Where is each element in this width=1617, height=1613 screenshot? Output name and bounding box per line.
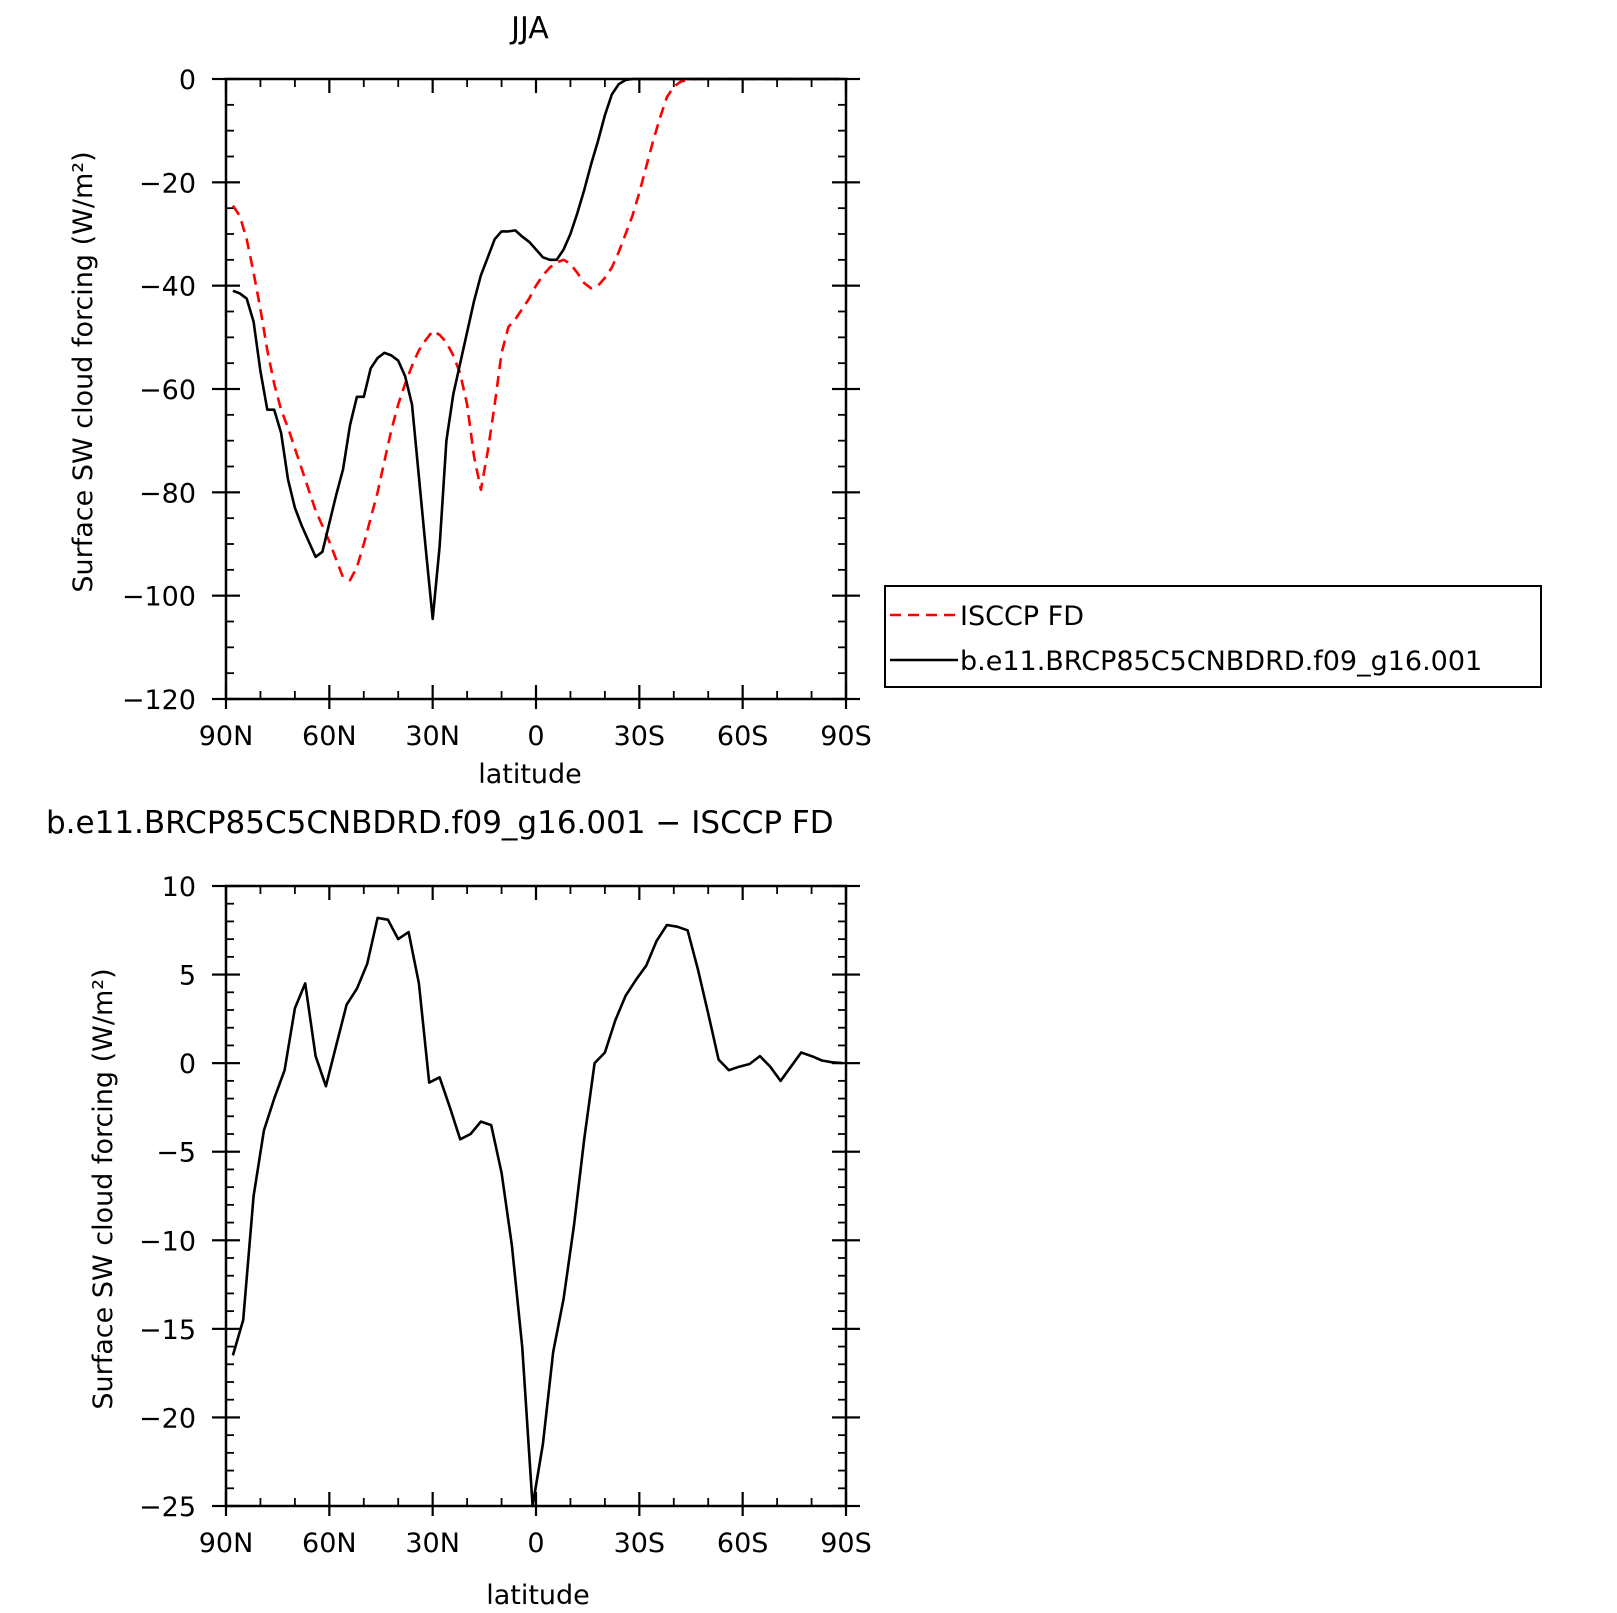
top-series-line-0: [231, 77, 840, 582]
bottom-panel-ylabel: Surface SW cloud forcing (W/m²): [88, 968, 119, 1409]
bottom-y-tick-label: −5: [156, 1138, 196, 1169]
bottom-panel-tick-labels: 90N 60N 30N 0 30S 60S 90S 10 5 0 −5 −10 −15 −20 −25: [139, 872, 872, 1559]
bottom-panel-ticks: [212, 884, 860, 1516]
legend-box: [884, 585, 1542, 688]
top-panel-plot-frame: [224, 77, 848, 701]
bottom-x-tick-label: 90S: [820, 1528, 872, 1559]
bottom-y-tick-label: 0: [179, 1049, 196, 1080]
bottom-x-tick-label: 60S: [717, 1528, 769, 1559]
top-y-tick-label: −20: [139, 168, 196, 199]
top-panel-tick-labels: 90N 60N 30N 0 30S 60S 90S 0 −20 −40 −60 −80 −100 −120: [122, 65, 872, 752]
top-y-tick-label: −60: [139, 375, 196, 406]
top-y-tick-label: 0: [179, 65, 196, 96]
top-x-tick-label: 60N: [302, 721, 357, 752]
top-panel-ylabel: Surface SW cloud forcing (W/m²): [68, 151, 99, 592]
bottom-y-tick-label: −15: [139, 1315, 196, 1346]
legend: ISCCP FD b.e11.BRCP85C5CNBDRD.f09_g16.00…: [884, 585, 1542, 688]
bottom-x-tick-label: 30N: [405, 1528, 460, 1559]
bottom-panel-xlabel: latitude: [486, 1580, 590, 1611]
bottom-x-tick-label: 90N: [199, 1528, 254, 1559]
top-panel-ticks: [212, 77, 860, 709]
top-y-tick-label: −120: [122, 685, 196, 716]
legend-label-isccp: ISCCP FD: [960, 601, 1084, 632]
top-series-line-1: [232, 77, 840, 621]
top-panel-xlabel: latitude: [478, 759, 582, 790]
bottom-y-tick-label: 5: [179, 961, 196, 992]
bottom-y-tick-label: −10: [139, 1226, 196, 1257]
bottom-panel-title: b.e11.BRCP85C5CNBDRD.f09_g16.001 − ISCCP…: [46, 805, 834, 841]
top-y-tick-label: −100: [122, 582, 196, 613]
bottom-panel-series: [231, 916, 843, 1508]
bottom-y-tick-label: 10: [162, 872, 196, 903]
top-panel-series: [231, 77, 840, 621]
top-x-tick-label: 30N: [405, 721, 460, 752]
top-y-tick-label: −40: [139, 272, 196, 303]
top-x-tick-label: 90S: [820, 721, 872, 752]
top-x-tick-label: 60S: [717, 721, 769, 752]
bottom-panel-plot-frame: [224, 884, 848, 1508]
bottom-x-tick-label: 30S: [614, 1528, 666, 1559]
legend-label-model: b.e11.BRCP85C5CNBDRD.f09_g16.001: [960, 646, 1482, 677]
bottom-y-tick-label: −25: [139, 1492, 196, 1523]
top-panel-title: JJA: [509, 11, 549, 46]
bottom-y-tick-label: −20: [139, 1403, 196, 1434]
bottom-x-tick-label: 0: [527, 1528, 544, 1559]
top-y-tick-label: −80: [139, 478, 196, 509]
top-x-tick-label: 0: [527, 721, 544, 752]
bottom-x-tick-label: 60N: [302, 1528, 357, 1559]
bottom-panel: b.e11.BRCP85C5CNBDRD.f09_g16.001 − ISCCP…: [46, 805, 872, 1611]
top-x-tick-label: 90N: [199, 721, 254, 752]
top-panel: JJA latitude Surface SW cloud forcing (W…: [68, 11, 1542, 790]
top-x-tick-label: 30S: [614, 721, 666, 752]
bottom-series-line-0: [231, 916, 843, 1508]
